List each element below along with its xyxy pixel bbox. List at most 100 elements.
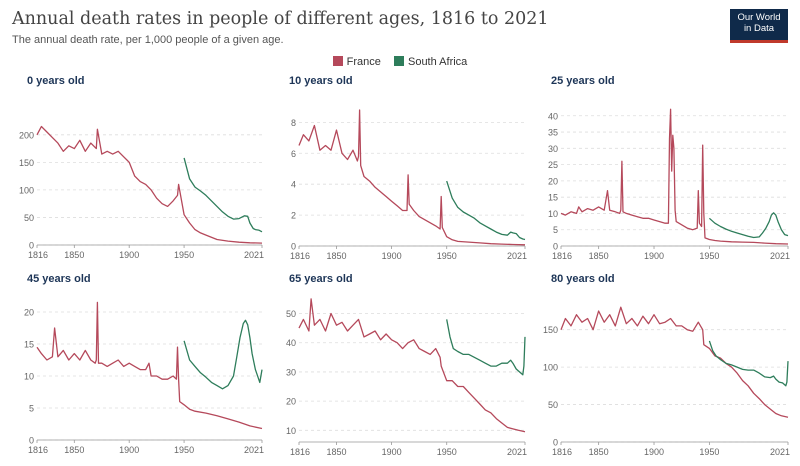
x-tick-label: 1900 [644,447,664,457]
x-tick-label: 1900 [644,251,664,261]
y-tick-label: 20 [24,308,34,318]
panel-5: 80 years old 0 50 100 150 1816 1850 1900 1950 202… [543,273,790,457]
panel-title: 25 years old [551,75,615,87]
y-tick-label: 100 [543,363,558,373]
series-line-france[interactable] [298,109,526,246]
x-tick-label: 1950 [437,251,457,261]
y-tick-label: 6 [291,149,296,159]
y-tick-label: 50 [548,400,558,410]
y-tick-label: 100 [19,185,34,195]
y-tick-label: 50 [286,309,296,319]
y-tick-label: 10 [286,426,296,436]
legend-item-south-africa[interactable]: South Africa [393,56,468,68]
x-tick-label: 1900 [382,251,402,261]
x-tick-label: 1900 [119,445,139,455]
y-tick-label: 0 [29,241,34,251]
x-tick-label: 1950 [174,445,194,455]
panel-2: 25 years old 0 5 10 15 20 25 30 35 40 1816 1850 1900… [548,75,790,261]
series-line-south-africa[interactable] [446,319,526,376]
panel-title: 0 years old [27,75,84,87]
legend-swatch-france [332,56,343,66]
panel-title: 45 years old [27,273,91,285]
legend: France South Africa [0,56,800,68]
y-tick-label: 10 [24,372,34,382]
y-tick-label: 8 [291,118,296,128]
y-tick-label: 150 [19,158,34,168]
y-tick-label: 25 [548,160,558,170]
series-line-south-africa[interactable] [708,212,789,239]
y-tick-label: 4 [291,180,296,190]
x-tick-label: 2021 [770,447,790,457]
x-tick-label: 1850 [589,447,609,457]
y-tick-label: 0 [291,242,296,252]
series-line-south-africa[interactable] [708,340,789,387]
y-tick-label: 30 [286,367,296,377]
x-tick-label: 1816 [28,445,48,455]
logo-line-1: Our World [737,12,781,23]
x-tick-label: 2021 [507,447,527,457]
legend-label-south-africa: South Africa [407,56,468,68]
y-tick-label: 40 [286,338,296,348]
x-tick-label: 1816 [290,447,310,457]
legend-item-france[interactable]: France [332,56,381,68]
y-tick-label: 0 [29,436,34,446]
x-tick-label: 2021 [244,445,264,455]
x-tick-label: 1850 [326,447,346,457]
y-tick-label: 150 [543,325,558,335]
x-tick-label: 2021 [770,251,790,261]
panel-3: 45 years old 0 5 10 15 20 1816 1850 1900 1950 2021 [24,273,264,455]
x-tick-label: 2021 [244,250,264,260]
panel-title: 80 years old [551,273,615,285]
panel-title: 10 years old [289,75,353,87]
y-tick-label: 15 [24,340,34,350]
logo-line-2: in Data [743,23,775,34]
x-tick-label: 1950 [699,447,719,457]
x-tick-label: 1816 [290,251,310,261]
x-tick-label: 1850 [64,250,84,260]
y-tick-label: 5 [553,225,558,235]
y-tick-label: 35 [548,128,558,138]
y-tick-label: 20 [286,397,296,407]
legend-label-france: France [346,56,381,68]
chart-title: Annual death rates in people of differen… [12,9,549,29]
y-tick-label: 200 [19,130,34,140]
x-tick-label: 1900 [382,447,402,457]
series-line-south-africa[interactable] [183,157,263,233]
y-tick-label: 20 [548,176,558,186]
series-line-france[interactable] [298,298,526,433]
y-tick-label: 5 [29,404,34,414]
panel-0: 0 years old 0 50 100 150 200 1816 1850 1900 1950 2… [19,75,264,260]
series-line-south-africa[interactable] [446,180,526,241]
x-tick-label: 1850 [326,251,346,261]
x-tick-label: 1850 [589,251,609,261]
y-tick-label: 2 [291,211,296,221]
series-line-france[interactable] [560,306,789,418]
y-tick-label: 50 [24,213,34,223]
y-tick-label: 40 [548,111,558,121]
x-tick-label: 1850 [64,445,84,455]
x-tick-label: 1816 [552,251,572,261]
x-tick-label: 1950 [699,251,719,261]
x-tick-label: 1816 [28,250,48,260]
x-tick-label: 1950 [174,250,194,260]
y-tick-label: 0 [553,242,558,252]
owid-logo[interactable]: Our World in Data [730,9,788,43]
series-line-france[interactable] [560,108,789,245]
x-tick-label: 2021 [507,251,527,261]
series-line-france[interactable] [36,125,263,244]
chart-subtitle: The annual death rate, per 1,000 people … [12,34,284,46]
y-tick-label: 10 [548,209,558,219]
y-tick-label: 15 [548,193,558,203]
y-tick-label: 30 [548,144,558,154]
panel-title: 65 years old [289,273,353,285]
y-tick-label: 0 [553,438,558,448]
x-tick-label: 1900 [119,250,139,260]
series-line-france[interactable] [36,301,263,430]
x-tick-label: 1816 [552,447,572,457]
panel-4: 65 years old 10 20 30 40 50 1816 1850 1900 1950 20… [286,273,527,457]
legend-swatch-south-africa [393,56,404,66]
x-tick-label: 1950 [437,447,457,457]
panel-1: 10 years old 0 2 4 6 8 1816 1850 1900 1950 2021 [289,75,527,261]
series-line-south-africa[interactable] [183,319,263,390]
